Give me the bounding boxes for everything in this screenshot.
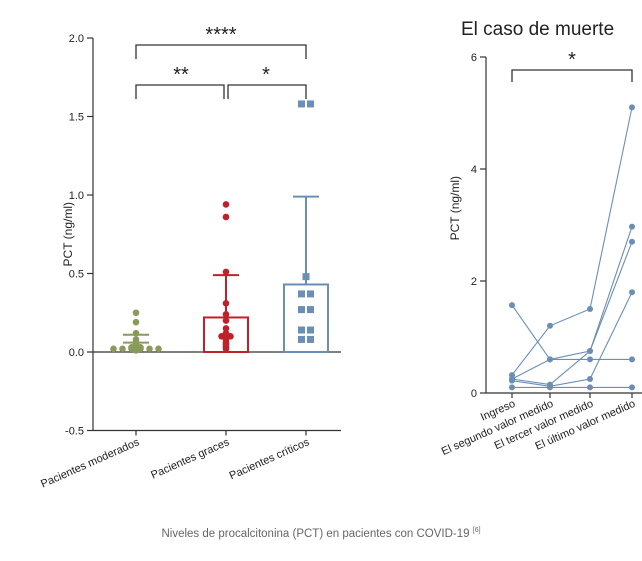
y-tick-label: 0 bbox=[471, 388, 477, 400]
data-point bbox=[629, 224, 635, 230]
data-point bbox=[587, 356, 593, 362]
chart-title: El caso de muerte bbox=[461, 19, 614, 40]
y-tick-label: -0.5 bbox=[65, 426, 84, 438]
y-axis-label: PCT (ng/ml) bbox=[61, 202, 75, 266]
data-point bbox=[587, 384, 593, 390]
caption-text: Niveles de procalcitonina (PCT) en pacie… bbox=[161, 528, 469, 540]
series-line bbox=[512, 292, 632, 386]
data-point bbox=[298, 327, 305, 334]
x-tick-label: Pacientes graces bbox=[149, 436, 231, 481]
data-point bbox=[223, 311, 230, 318]
data-point bbox=[587, 348, 593, 354]
data-point bbox=[223, 317, 230, 324]
data-point bbox=[587, 376, 593, 382]
data-point bbox=[119, 346, 126, 353]
y-tick-label: 0.5 bbox=[69, 269, 84, 281]
caption-reference: [6] bbox=[473, 527, 481, 534]
data-point bbox=[223, 300, 230, 307]
data-point bbox=[307, 306, 314, 313]
y-tick-label: 2 bbox=[471, 276, 477, 288]
x-tick-label: Pacientes críticos bbox=[228, 436, 312, 482]
significance-bracket bbox=[136, 45, 306, 59]
y-tick-label: 2.0 bbox=[69, 33, 84, 45]
data-point bbox=[133, 309, 140, 316]
data-point bbox=[629, 356, 635, 362]
data-point bbox=[223, 201, 230, 208]
data-point bbox=[298, 336, 305, 343]
data-point bbox=[133, 330, 140, 337]
series-line bbox=[512, 107, 632, 375]
significance-label: * bbox=[568, 49, 576, 71]
data-point bbox=[133, 319, 140, 326]
significance-bracket bbox=[228, 85, 306, 99]
data-point bbox=[509, 302, 515, 308]
data-point bbox=[547, 323, 553, 329]
data-point bbox=[155, 346, 162, 353]
y-tick-label: 1.5 bbox=[69, 112, 84, 124]
data-point bbox=[307, 290, 314, 297]
significance-label: ** bbox=[173, 64, 189, 86]
data-point bbox=[629, 104, 635, 110]
y-tick-label: 6 bbox=[471, 52, 477, 64]
data-point bbox=[307, 336, 314, 343]
data-point bbox=[307, 100, 314, 107]
data-point bbox=[547, 356, 553, 362]
data-point bbox=[133, 347, 140, 354]
figure-caption: Niveles de procalcitonina (PCT) en pacie… bbox=[0, 527, 642, 540]
significance-label: * bbox=[262, 64, 270, 86]
data-point bbox=[298, 290, 305, 297]
data-point bbox=[223, 214, 230, 221]
y-tick-label: 4 bbox=[471, 164, 477, 176]
data-point bbox=[629, 289, 635, 295]
data-point bbox=[547, 384, 553, 390]
data-point bbox=[587, 306, 593, 312]
data-point bbox=[146, 346, 153, 353]
data-point bbox=[307, 327, 314, 334]
data-point bbox=[303, 273, 310, 280]
data-point bbox=[298, 306, 305, 313]
bar bbox=[284, 284, 328, 352]
data-point bbox=[509, 384, 515, 390]
data-point bbox=[629, 239, 635, 245]
series-line bbox=[512, 242, 632, 379]
significance-bracket bbox=[512, 70, 632, 82]
significance-label: **** bbox=[205, 24, 236, 46]
x-tick-label: Pacientes moderados bbox=[39, 436, 142, 490]
data-point bbox=[298, 100, 305, 107]
y-axis-label: PCT (ng/ml) bbox=[448, 176, 462, 240]
data-point bbox=[629, 384, 635, 390]
series-line bbox=[512, 227, 632, 385]
significance-bracket bbox=[136, 85, 224, 99]
y-tick-label: 1.0 bbox=[69, 190, 84, 202]
data-point bbox=[223, 269, 230, 276]
y-tick-label: 0.0 bbox=[69, 347, 84, 359]
data-point bbox=[110, 346, 117, 353]
data-point bbox=[509, 378, 515, 384]
data-point bbox=[223, 346, 230, 353]
